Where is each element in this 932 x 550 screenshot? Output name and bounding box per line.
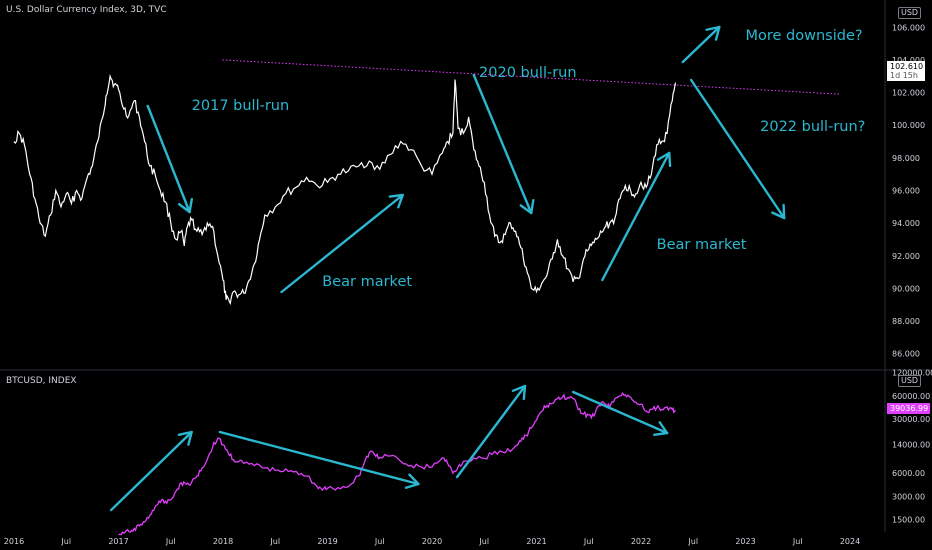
x-axis-label: Jul xyxy=(374,537,385,546)
chart-annotation: 2017 bull-run xyxy=(192,98,290,114)
chart-annotation: Bear market xyxy=(322,274,412,290)
btc-y-tick-label: 120000.00 xyxy=(892,369,932,378)
x-axis-label: 2024 xyxy=(840,537,860,546)
x-axis-label: 2018 xyxy=(213,537,233,546)
x-axis-label: Jul xyxy=(478,537,489,546)
x-axis-label: 2023 xyxy=(735,537,755,546)
x-axis-label: Jul xyxy=(60,537,71,546)
x-axis-label: 2021 xyxy=(526,537,546,546)
btc-y-tick-label: 3000.00 xyxy=(892,492,925,501)
x-axis-label: 2022 xyxy=(631,537,651,546)
x-axis-label: 2016 xyxy=(4,537,24,546)
btc-series-line xyxy=(118,391,676,536)
dxy-y-tick-label: 94.000 xyxy=(892,219,920,228)
dxy-y-tick-label: 86.000 xyxy=(892,350,920,359)
annotation-arrow-head xyxy=(705,25,721,41)
annotation-arrow xyxy=(146,104,191,214)
dxy-y-tick-label: 88.000 xyxy=(892,317,920,326)
dxy-y-tick-label: 100.000 xyxy=(892,121,925,130)
x-axis-label: Jul xyxy=(165,537,176,546)
x-axis-label: Jul xyxy=(792,537,803,546)
chart-annotation: Bear market xyxy=(657,237,747,253)
x-axis-label: Jul xyxy=(687,537,698,546)
dxy-y-tick-label: 90.000 xyxy=(892,284,920,293)
dxy-countdown: 1d 15h xyxy=(890,71,918,80)
dxy-series-line xyxy=(13,73,677,306)
dxy-y-tick-label: 102.000 xyxy=(892,89,925,98)
dxy-y-tick-label: 98.000 xyxy=(892,154,920,163)
x-axis-label: 2017 xyxy=(108,537,128,546)
annotation-arrow-head xyxy=(653,421,669,436)
btc-y-tick-label: 14000.00 xyxy=(892,441,930,450)
annotation-arrow-head xyxy=(404,473,420,489)
dxy-y-tick-label: 92.000 xyxy=(892,252,920,261)
dxy-y-tick-label: 96.000 xyxy=(892,186,920,195)
btc-y-tick-label: 6000.00 xyxy=(892,469,925,478)
chart-annotation: 2020 bull-run xyxy=(479,65,577,81)
btc-pane-title: BTCUSD, INDEX xyxy=(6,376,77,386)
dxy-currency-label[interactable]: USD xyxy=(898,7,922,19)
annotation-arrow-head xyxy=(177,197,194,214)
annotation-arrow xyxy=(280,193,404,294)
annotation-arrow-head xyxy=(519,198,535,215)
resistance-line xyxy=(222,59,841,95)
annotation-arrow xyxy=(218,430,420,486)
dxy-last-price-badge: 102.610 1d 15h xyxy=(887,61,925,81)
btc-y-tick-label: 60000.00 xyxy=(892,392,930,401)
annotation-arrow xyxy=(601,151,671,282)
annotation-arrow xyxy=(455,384,527,479)
dxy-last-price: 102.610 xyxy=(890,62,924,71)
btc-currency-label[interactable]: USD xyxy=(898,375,922,387)
x-axis-label: 2020 xyxy=(422,537,442,546)
dxy-y-tick-label: 104.000 xyxy=(892,56,925,65)
btc-y-tick-label: 1500.00 xyxy=(892,516,925,525)
chart-annotation: More downside? xyxy=(746,28,863,44)
x-axis-label: Jul xyxy=(269,537,280,546)
chart-annotation: 2022 bull-run? xyxy=(760,119,865,135)
annotation-arrow-head xyxy=(388,193,404,209)
annotation-arrow xyxy=(681,25,721,64)
annotation-arrow xyxy=(571,390,669,435)
annotation-arrow-head xyxy=(177,430,193,446)
annotation-arrow-head xyxy=(771,203,786,220)
annotation-arrow-head xyxy=(656,151,672,168)
annotation-arrow xyxy=(109,430,193,512)
x-axis-label: Jul xyxy=(583,537,594,546)
annotation-arrow xyxy=(689,78,786,220)
annotation-arrow xyxy=(472,73,533,215)
dxy-pane-title: U.S. Dollar Currency Index, 3D, TVC xyxy=(6,5,167,15)
btc-last-price-badge: 39036.99 xyxy=(887,403,930,414)
dxy-y-tick-label: 106.000 xyxy=(892,23,925,32)
annotation-arrow-head xyxy=(511,384,527,401)
x-axis-label: 2019 xyxy=(317,537,337,546)
btc-y-tick-label: 30000.00 xyxy=(892,415,930,424)
